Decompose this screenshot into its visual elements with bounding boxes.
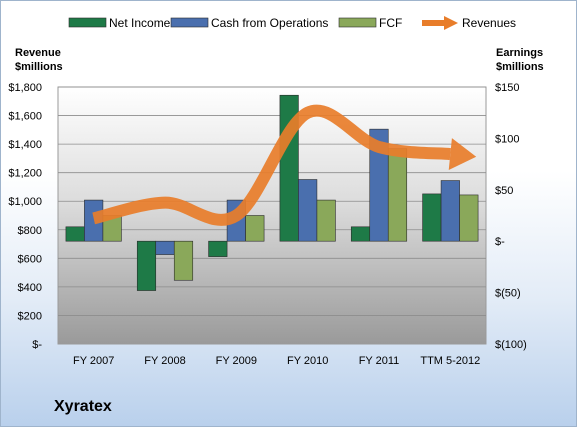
- right-tick-label: $(50): [495, 288, 521, 300]
- right-tick-label: $150: [495, 82, 519, 94]
- bar-fcf: [459, 194, 479, 242]
- bar-fcf: [173, 240, 194, 281]
- bar-net-income: [208, 240, 228, 257]
- bar-net-income: [136, 240, 157, 291]
- right-tick-label: $50: [495, 185, 513, 197]
- legend-label: Revenues: [462, 16, 516, 30]
- company-name: Xyratex: [54, 398, 112, 415]
- plot-area: [57, 86, 487, 345]
- bar-net-income: [350, 226, 371, 242]
- x-tick-label: FY 2007: [73, 355, 114, 367]
- revenues-arrowhead: [448, 138, 477, 171]
- left-tick-label: $1,000: [8, 196, 42, 208]
- left-tick-label: $1,200: [8, 168, 42, 180]
- legend-swatch: [68, 17, 107, 28]
- x-tick-label: FY 2009: [216, 355, 257, 367]
- x-tick-label: TTM 5-2012: [420, 355, 480, 367]
- bar-cash-from-operations: [155, 240, 175, 255]
- left-tick-label: $1,800: [8, 82, 42, 94]
- left-axis-title: Revenue: [15, 47, 61, 59]
- left-tick-label: $600: [18, 253, 42, 265]
- left-tick-label: $800: [18, 225, 42, 237]
- x-tick-label: FY 2008: [144, 355, 185, 367]
- x-tick-label: FY 2011: [359, 355, 400, 367]
- left-tick-label: $-: [32, 339, 42, 351]
- left-tick-label: $200: [18, 310, 42, 322]
- bar-net-income: [422, 193, 442, 242]
- bar-fcf: [245, 215, 265, 242]
- legend-label: Net Income: [109, 16, 171, 30]
- legend-label: Cash from Operations: [211, 16, 328, 30]
- legend-swatch-arrow: [444, 16, 458, 30]
- left-axis-title: $millions: [15, 61, 63, 73]
- right-axis-title: $millions: [496, 61, 544, 73]
- right-tick-label: $100: [495, 133, 519, 145]
- bar-fcf: [387, 148, 408, 242]
- revenues-line: [92, 104, 451, 226]
- bar-cash-from-operations: [440, 180, 460, 242]
- bar-cash-from-operations: [298, 179, 318, 242]
- bar-net-income: [65, 226, 85, 242]
- x-tick-label: FY 2010: [287, 355, 328, 367]
- legend-swatch: [338, 17, 377, 28]
- left-tick-label: $400: [18, 282, 42, 294]
- right-tick-label: $(100): [495, 339, 527, 351]
- right-axis-title: Earnings: [496, 47, 543, 59]
- legend-label: FCF: [379, 16, 402, 30]
- left-tick-label: $1,400: [8, 139, 42, 151]
- right-tick-label: $-: [495, 236, 505, 248]
- left-tick-label: $1,600: [8, 111, 42, 123]
- bar-fcf: [316, 199, 336, 242]
- legend-swatch: [170, 17, 209, 28]
